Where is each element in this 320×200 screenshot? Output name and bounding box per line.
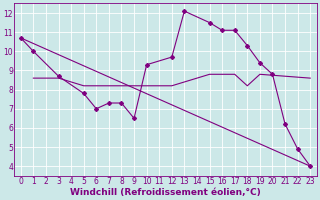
X-axis label: Windchill (Refroidissement éolien,°C): Windchill (Refroidissement éolien,°C)	[70, 188, 261, 197]
